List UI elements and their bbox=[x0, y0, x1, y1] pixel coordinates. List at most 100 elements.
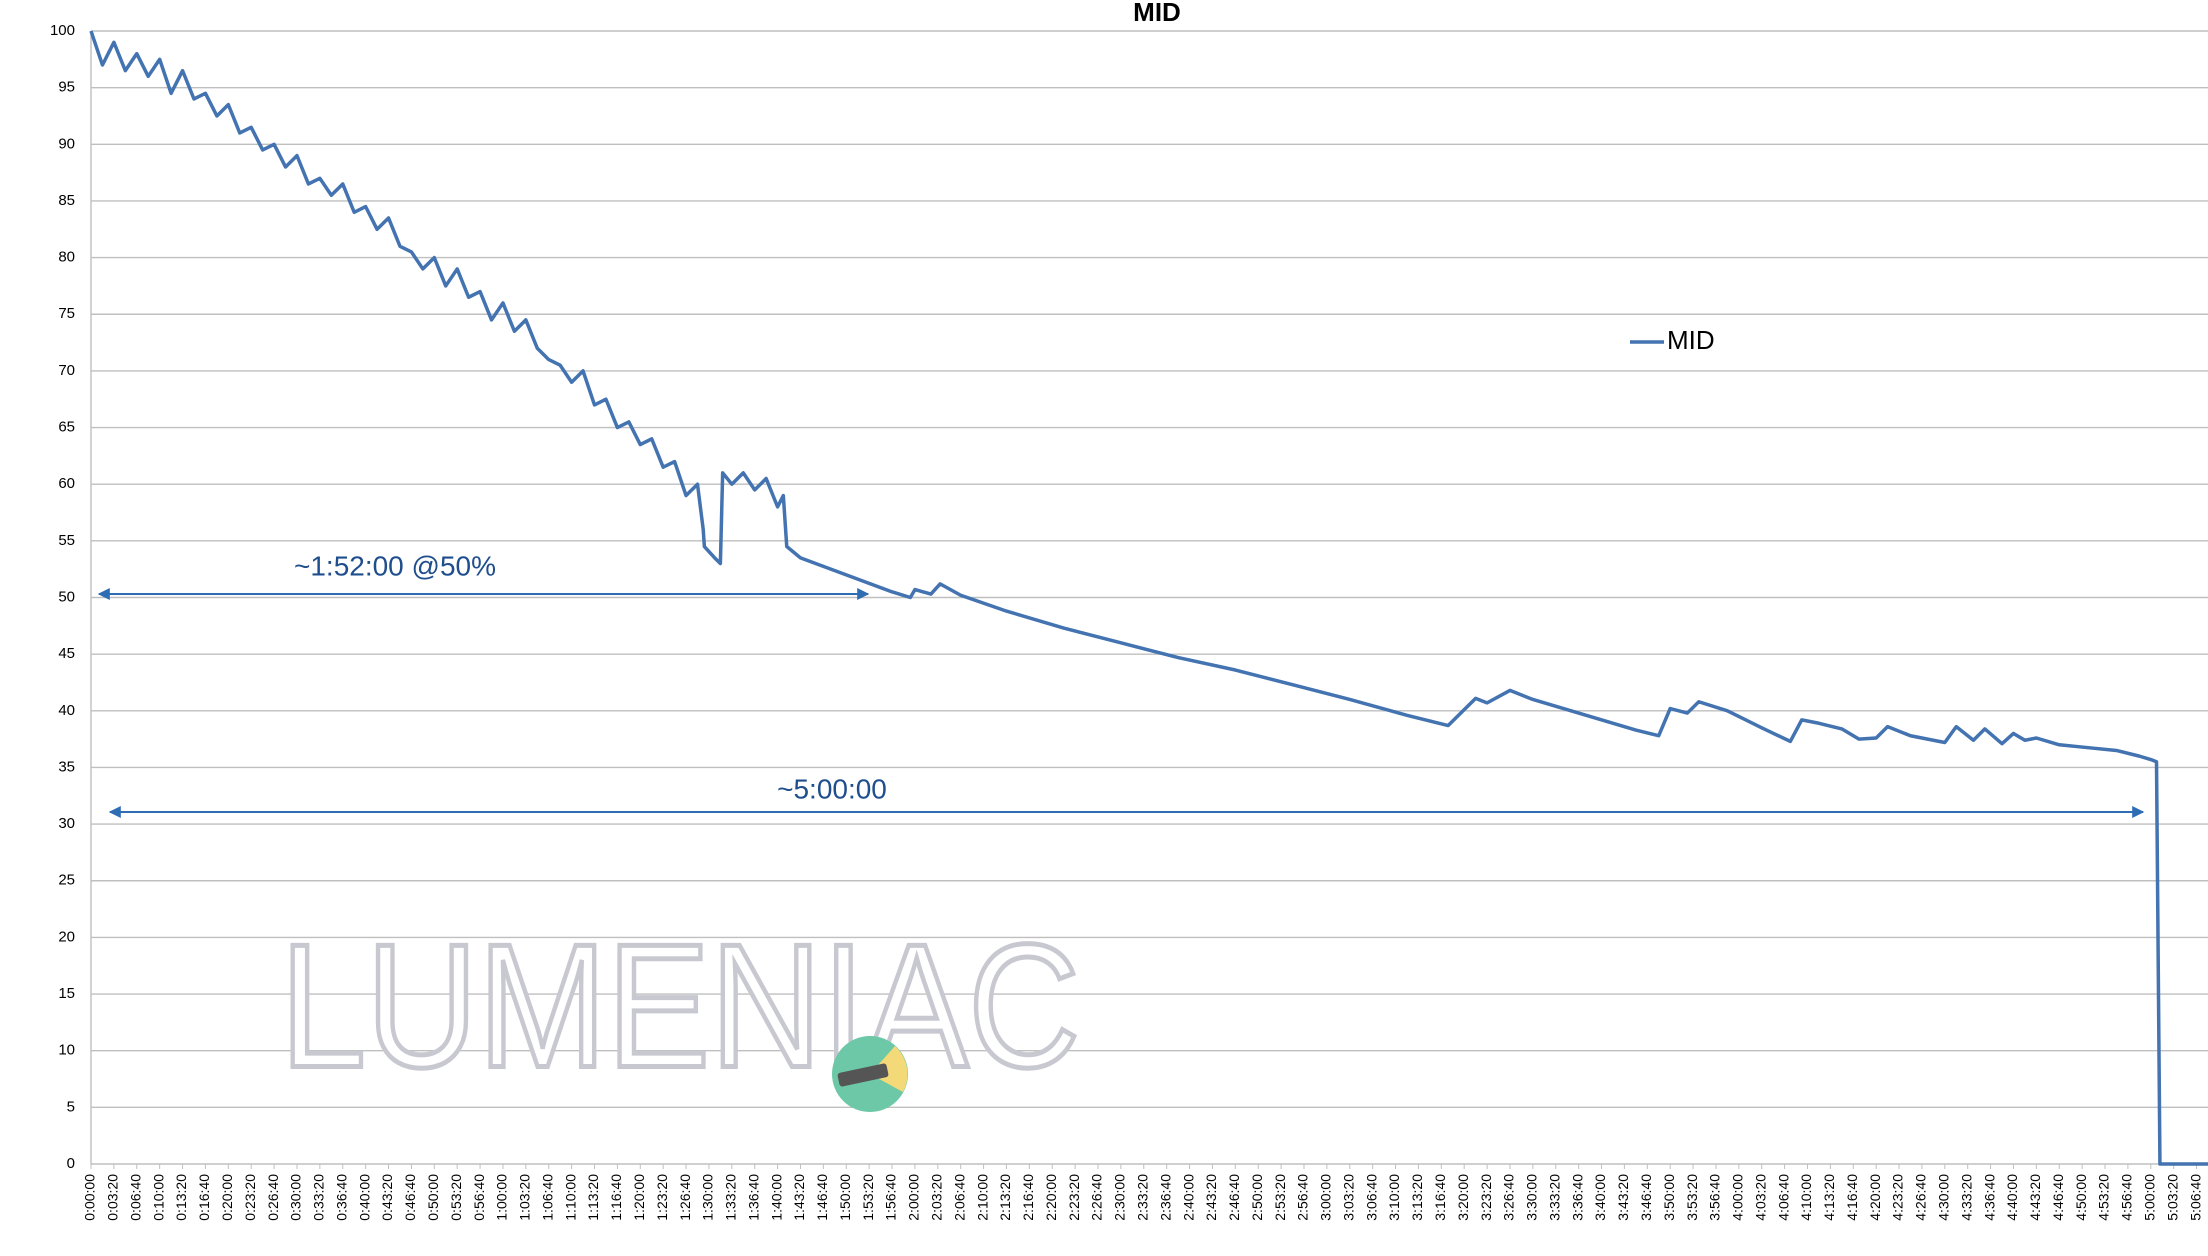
x-tick-label: 4:53:20 bbox=[2096, 1174, 2112, 1221]
x-tick-label: 4:10:00 bbox=[1798, 1174, 1814, 1221]
x-tick-label: 1:56:40 bbox=[883, 1174, 899, 1221]
y-tick-label: 90 bbox=[58, 135, 75, 152]
x-tick-label: 1:03:20 bbox=[517, 1174, 533, 1221]
x-tick-label: 1:30:00 bbox=[700, 1174, 716, 1221]
x-tick-label: 3:40:00 bbox=[1592, 1174, 1608, 1221]
x-tick-label: 3:33:20 bbox=[1546, 1174, 1562, 1221]
y-tick-label: 45 bbox=[58, 645, 75, 662]
x-tick-label: 2:43:20 bbox=[1203, 1174, 1219, 1221]
x-tick-label: 4:06:40 bbox=[1775, 1174, 1791, 1221]
annotation: ~1:52:00 @50% bbox=[294, 550, 496, 581]
x-tick-label: 2:30:00 bbox=[1112, 1174, 1128, 1221]
x-tick-label: 0:26:40 bbox=[265, 1174, 281, 1221]
x-tick-label: 4:13:20 bbox=[1821, 1174, 1837, 1221]
x-tick-label: 4:20:00 bbox=[1867, 1174, 1883, 1221]
x-tick-label: 1:53:20 bbox=[860, 1174, 876, 1221]
x-tick-label: 1:36:40 bbox=[745, 1174, 761, 1221]
x-tick-label: 2:23:20 bbox=[1066, 1174, 1082, 1221]
x-tick-label: 0:53:20 bbox=[448, 1174, 464, 1221]
x-tick-label: 2:33:20 bbox=[1134, 1174, 1150, 1221]
x-tick-label: 3:43:20 bbox=[1615, 1174, 1631, 1221]
x-tick-label: 4:36:40 bbox=[1981, 1174, 1997, 1221]
x-tick-label: 3:00:00 bbox=[1318, 1174, 1334, 1221]
x-tick-label: 0:00:00 bbox=[82, 1174, 98, 1221]
x-tick-label: 3:03:20 bbox=[1340, 1174, 1356, 1221]
x-tick-label: 2:46:40 bbox=[1226, 1174, 1242, 1221]
x-tick-label: 0:43:20 bbox=[379, 1174, 395, 1221]
y-tick-label: 15 bbox=[58, 985, 75, 1002]
legend-label: MID bbox=[1667, 325, 1715, 355]
x-tick-label: 3:26:40 bbox=[1501, 1174, 1517, 1221]
y-tick-label: 40 bbox=[58, 702, 75, 719]
x-tick-label: 0:56:40 bbox=[471, 1174, 487, 1221]
x-tick-label: 3:53:20 bbox=[1684, 1174, 1700, 1221]
x-tick-label: 3:10:00 bbox=[1386, 1174, 1402, 1221]
y-tick-label: 65 bbox=[58, 419, 75, 436]
x-tick-label: 3:30:00 bbox=[1524, 1174, 1540, 1221]
x-tick-label: 0:10:00 bbox=[150, 1174, 166, 1221]
y-tick-label: 70 bbox=[58, 362, 75, 379]
x-tick-label: 2:13:20 bbox=[997, 1174, 1013, 1221]
y-tick-label: 35 bbox=[58, 758, 75, 775]
x-tick-label: 3:06:40 bbox=[1363, 1174, 1379, 1221]
x-tick-label: 2:36:40 bbox=[1157, 1174, 1173, 1221]
x-tick-label: 2:06:40 bbox=[951, 1174, 967, 1221]
x-tick-label: 0:36:40 bbox=[333, 1174, 349, 1221]
x-tick-label: 2:50:00 bbox=[1249, 1174, 1265, 1221]
annotation: ~5:00:00 bbox=[777, 773, 887, 804]
x-tick-label: 1:46:40 bbox=[814, 1174, 830, 1221]
x-tick-label: 1:40:00 bbox=[768, 1174, 784, 1221]
y-tick-label: 95 bbox=[58, 79, 75, 96]
y-tick-label: 75 bbox=[58, 305, 75, 322]
y-tick-label: 20 bbox=[58, 928, 75, 945]
y-tick-label: 50 bbox=[58, 588, 75, 605]
x-tick-label: 3:50:00 bbox=[1661, 1174, 1677, 1221]
x-tick-label: 4:50:00 bbox=[2073, 1174, 2089, 1221]
x-tick-label: 1:10:00 bbox=[562, 1174, 578, 1221]
y-tick-label: 0 bbox=[67, 1155, 75, 1172]
x-tick-label: 5:00:00 bbox=[2141, 1174, 2157, 1221]
x-tick-label: 5:06:40 bbox=[2187, 1174, 2203, 1221]
x-tick-label: 4:40:00 bbox=[2004, 1174, 2020, 1221]
x-tick-label: 4:56:40 bbox=[2119, 1174, 2135, 1221]
x-tick-label: 1:23:20 bbox=[654, 1174, 670, 1221]
y-tick-label: 55 bbox=[58, 532, 75, 549]
logo bbox=[832, 1036, 908, 1112]
y-tick-label: 30 bbox=[58, 815, 75, 832]
x-tick-label: 2:16:40 bbox=[1020, 1174, 1036, 1221]
x-tick-label: 2:40:00 bbox=[1180, 1174, 1196, 1221]
x-tick-label: 1:13:20 bbox=[585, 1174, 601, 1221]
x-tick-label: 4:43:20 bbox=[2027, 1174, 2043, 1221]
x-tick-label: 2:53:20 bbox=[1272, 1174, 1288, 1221]
x-tick-label: 1:20:00 bbox=[631, 1174, 647, 1221]
x-tick-label: 2:26:40 bbox=[1089, 1174, 1105, 1221]
x-tick-label: 4:16:40 bbox=[1844, 1174, 1860, 1221]
x-tick-label: 0:40:00 bbox=[356, 1174, 372, 1221]
x-tick-label: 1:43:20 bbox=[791, 1174, 807, 1221]
x-tick-label: 4:46:40 bbox=[2050, 1174, 2066, 1221]
x-tick-label: 2:10:00 bbox=[974, 1174, 990, 1221]
x-tick-label: 0:03:20 bbox=[105, 1174, 121, 1221]
y-tick-label: 60 bbox=[58, 475, 75, 492]
x-tick-label: 0:30:00 bbox=[288, 1174, 304, 1221]
y-tick-label: 10 bbox=[58, 1042, 75, 1059]
x-tick-label: 0:16:40 bbox=[196, 1174, 212, 1221]
x-tick-label: 3:13:20 bbox=[1409, 1174, 1425, 1221]
x-tick-label: 1:50:00 bbox=[837, 1174, 853, 1221]
x-tick-label: 1:26:40 bbox=[677, 1174, 693, 1221]
x-tick-label: 4:00:00 bbox=[1730, 1174, 1746, 1221]
x-tick-label: 1:16:40 bbox=[608, 1174, 624, 1221]
x-tick-label: 2:56:40 bbox=[1295, 1174, 1311, 1221]
x-tick-label: 4:26:40 bbox=[1913, 1174, 1929, 1221]
x-tick-label: 5:03:20 bbox=[2164, 1174, 2180, 1221]
y-tick-label: 85 bbox=[58, 192, 75, 209]
x-tick-label: 0:50:00 bbox=[425, 1174, 441, 1221]
y-tick-label: 80 bbox=[58, 249, 75, 266]
x-tick-label: 1:33:20 bbox=[723, 1174, 739, 1221]
y-tick-label: 5 bbox=[67, 1098, 75, 1115]
x-tick-label: 0:06:40 bbox=[127, 1174, 143, 1221]
x-tick-label: 2:03:20 bbox=[929, 1174, 945, 1221]
x-tick-label: 0:20:00 bbox=[219, 1174, 235, 1221]
x-tick-label: 2:20:00 bbox=[1043, 1174, 1059, 1221]
